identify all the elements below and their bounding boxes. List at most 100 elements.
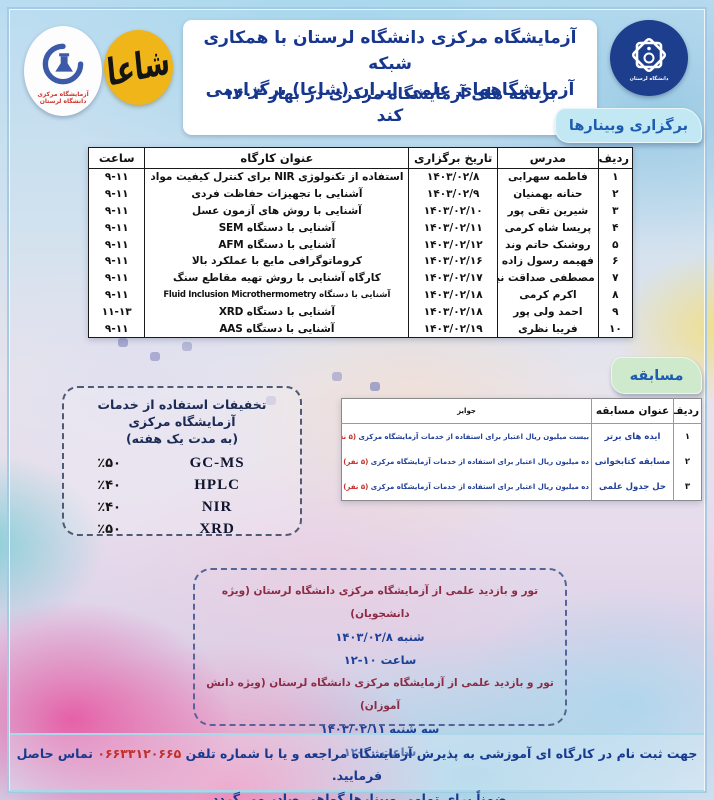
- cell-workshop-title: آشنایی با دستگاه XRD: [144, 303, 410, 321]
- webinar-row: ۱ فاطمه سهرابی ۱۴۰۳/۰۲/۸ استفاده از تکنو…: [88, 168, 633, 186]
- discount-row: XRD ٪۵۰: [74, 518, 290, 540]
- footer-line1-pre: جهت ثبت نام در کارگاه ای آموزشی به پذیرش…: [185, 746, 698, 761]
- cell-time: ۱۱-۱۳: [88, 303, 146, 321]
- discount-instrument-name: GC-MS: [189, 454, 245, 471]
- cell-row-number: ۳: [612, 204, 619, 217]
- discounts-title-line2: (به مدت یک هفته): [125, 431, 239, 446]
- discounts-title-line1: تخفیفات استفاده از خدمات آزمایشگاه مرکزی: [97, 397, 267, 429]
- cell-date: ۱۴۰۳/۰۲/۱۶: [408, 252, 499, 270]
- cell-instructor: روشنک حاتم وند: [497, 236, 599, 253]
- prize-text: ده میلیون ریال اعتبار برای استفاده از خد…: [370, 483, 589, 491]
- webinar-row: ۸ اکرم کرمی ۱۴۰۳/۰۲/۱۸ آشنایی با دستگاه …: [88, 286, 633, 304]
- discount-row: NIR ٪۴۰: [74, 496, 290, 518]
- cell-competition-title: حل جدول علمی: [591, 474, 674, 500]
- cell-instructor: فریبا نظری: [497, 320, 599, 338]
- webinars-table-header: ردیف مدرس تاریخ برگزاری عنوان کارگاه ساع…: [88, 147, 633, 169]
- page-subtitle: برنامه های آزمایشگاه مرکزی در بهار ۱۴۰۳: [223, 84, 557, 103]
- cell-instructor: فاطمه سهرابی: [497, 168, 599, 186]
- competition-row: ۲ مسابقه کتابخوانی ده میلیون ریال اعتبار…: [341, 449, 702, 475]
- prize-text: ده میلیون ریال اعتبار برای استفاده از خد…: [370, 457, 589, 466]
- cell-time: ۹-۱۱: [88, 202, 146, 220]
- competition-row: ۱ ایده های برتر بیست میلیون ریال اعتبار …: [341, 423, 702, 449]
- phone-number: ۰۶۶۳۳۱۲۰۶۶۵: [97, 746, 182, 761]
- webinar-row: ۷ مصطفی صداقت نیا ۱۴۰۳/۰۲/۱۷ کارگاه آشنا…: [88, 269, 633, 287]
- page-title-line2: آزمایشگاههای علمی ایران (شاعا) برگزارمی …: [205, 80, 575, 126]
- competition-row: ۳ حل جدول علمی ده میلیون ریال اعتبار برا…: [341, 474, 702, 500]
- column-header-workshop-title: عنوان کارگاه: [144, 147, 410, 169]
- cell-row-number: ۸: [612, 289, 619, 302]
- cell-instructor: مصطفی صداقت نیا: [497, 269, 599, 287]
- column-header-time: ساعت: [88, 147, 146, 169]
- cell-instructor: فهیمه رسول زاده: [497, 252, 599, 270]
- watercolor-speckles: [118, 338, 128, 347]
- webinars-section-banner: برگزاری وبینارها: [555, 108, 702, 143]
- competition-section-label: مسابقه: [629, 367, 684, 384]
- column-header-competition-title: عنوان مسابقه: [591, 398, 674, 424]
- shaa-calligraphy-icon: شاعا: [105, 39, 172, 96]
- prize-quota: (۵ نفر): [343, 483, 369, 491]
- cell-row-number: ۲: [684, 456, 691, 467]
- cell-date: ۱۴۰۳/۰۲/۱۰: [408, 202, 499, 220]
- cell-instructor: پریسا شاه کرمی: [497, 219, 599, 237]
- cell-row-number: ۲: [612, 187, 619, 200]
- cell-date: ۱۴۰۳/۰۲/۱۸: [408, 303, 499, 321]
- column-header-row-number: ردیف: [598, 147, 633, 169]
- cell-workshop-title: آشنایی با دستگاه SEM: [144, 219, 410, 237]
- cell-time: ۹-۱۱: [88, 269, 146, 287]
- discounts-box: تخفیفات استفاده از خدمات آزمایشگاه مرکزی…: [62, 386, 302, 537]
- competition-section-banner: مسابقه: [611, 357, 702, 394]
- cell-time: ۹-۱۱: [88, 252, 146, 270]
- prize-quota: (۵ نفر): [343, 457, 369, 466]
- cell-date: ۱۴۰۳/۰۲/۱۷: [408, 269, 499, 287]
- university-logo: دانشگاه لرستان: [610, 20, 688, 96]
- competition-table-header: ردیف عنوان مسابقه جوایز: [341, 398, 702, 424]
- cell-date: ۱۴۰۳/۰۲/۱۱: [408, 219, 499, 237]
- discount-instrument-name: XRD: [199, 520, 235, 537]
- tour-line: تور و بازدید علمی از آزمایشگاه مرکزی دان…: [221, 585, 539, 620]
- cell-row-number: ۶: [612, 255, 619, 268]
- cell-instructor: اکرم کرمی: [497, 286, 599, 304]
- cell-date: ۱۴۰۳/۰۲/۱۸: [408, 286, 499, 304]
- cell-row-number: ۳: [684, 482, 691, 492]
- cell-workshop-title: آشنایی با تجهیزات حفاظت فردی: [144, 185, 410, 203]
- column-header-instructor: مدرس: [497, 147, 599, 169]
- tour-line: تور و بازدید علمی از آزمایشگاه مرکزی دان…: [206, 677, 554, 712]
- cell-prize: ده میلیون ریال اعتبار برای استفاده از خد…: [341, 449, 592, 475]
- central-lab-caption-line2: دانشگاه لرستان: [39, 98, 87, 105]
- cell-workshop-title: استفاده از تکنولوژی NIR برای کنترل کیفیت…: [144, 168, 410, 186]
- cell-time: ۹-۱۱: [88, 219, 146, 237]
- cell-time: ۹-۱۱: [88, 185, 146, 203]
- discount-percent: ٪۵۰: [97, 455, 121, 471]
- shaa-network-logo: شاعا: [104, 30, 173, 105]
- webinar-row: ۶ فهیمه رسول زاده ۱۴۰۳/۰۲/۱۶ کروماتوگراف…: [88, 252, 633, 270]
- discount-percent: ٪۴۰: [97, 499, 121, 515]
- tour-line: شنبه ۱۴۰۳/۰۲/۸: [335, 630, 425, 644]
- footer-registration-line: جهت ثبت نام در کارگاه ای آموزشی به پذیرش…: [10, 743, 704, 787]
- webinar-row: ۲ حنانه بهمنیان ۱۴۰۳/۰۲/۹ آشنایی با تجهی…: [88, 185, 633, 203]
- cell-time: ۹-۱۱: [88, 286, 146, 304]
- cell-date: ۱۴۰۳/۰۲/۸: [408, 168, 499, 186]
- cell-workshop-title: آشنایی با دستگاه AAS: [144, 320, 410, 338]
- cell-workshop-title: آشنایی با دستگاه Fluid Inclusion Microth…: [144, 286, 410, 304]
- university-logo-caption: دانشگاه لرستان: [629, 75, 669, 82]
- cell-competition-title: مسابقه کتابخوانی: [591, 449, 674, 475]
- discount-row: GC-MS ٪۵۰: [74, 452, 290, 474]
- tours-box: تور و بازدید علمی از آزمایشگاه مرکزی دان…: [193, 568, 567, 759]
- cell-row-number: ۱۰: [608, 322, 622, 335]
- prize-text: بیست میلیون ریال اعتبار برای استفاده از …: [358, 432, 590, 441]
- cell-prize: بیست میلیون ریال اعتبار برای استفاده از …: [341, 423, 592, 449]
- cell-row-number: ۵: [612, 238, 619, 251]
- cell-instructor: شیرین تقی پور: [497, 202, 599, 220]
- cell-row-number: ۴: [612, 221, 619, 234]
- page-title-line1: آزمایشگاه مرکزی دانشگاه لرستان با همکاری…: [203, 28, 577, 74]
- header-title-box: آزمایشگاه مرکزی دانشگاه لرستان با همکاری…: [183, 20, 597, 135]
- webinar-row: ۹ احمد ولی پور ۱۴۰۳/۰۲/۱۸ آشنایی با دستگ…: [88, 303, 633, 321]
- competition-table: ردیف عنوان مسابقه جوایز ۱ ایده های برتر …: [341, 398, 702, 501]
- webinars-table: ردیف مدرس تاریخ برگزاری عنوان کارگاه ساع…: [88, 147, 633, 338]
- cell-date: ۱۴۰۳/۰۲/۹: [408, 185, 499, 203]
- cell-row-number: ۹: [612, 306, 619, 319]
- discount-instrument-name: HPLC: [194, 476, 240, 493]
- discount-percent: ٪۵۰: [97, 521, 121, 537]
- cell-workshop-title: آشنایی با دستگاه AFM: [144, 236, 410, 253]
